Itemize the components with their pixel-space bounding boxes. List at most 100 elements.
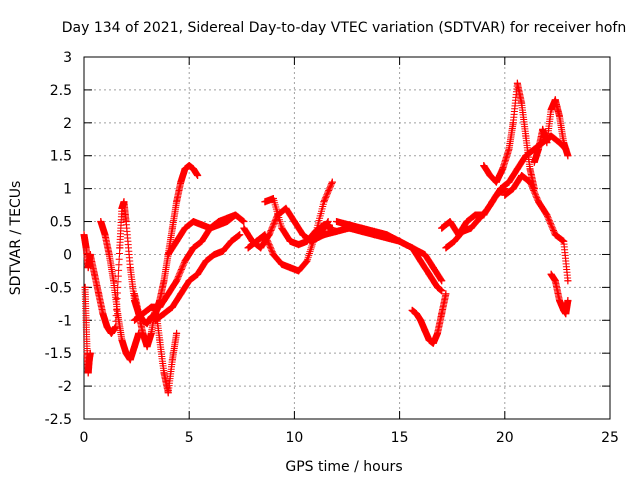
y-tick-label: -1.5	[45, 346, 72, 362]
data-points	[80, 79, 572, 397]
data-point	[194, 270, 202, 278]
data-point	[564, 277, 572, 285]
data-point	[80, 231, 88, 239]
data-point	[286, 264, 294, 272]
series-track-6	[152, 231, 244, 324]
data-point	[446, 218, 454, 225]
data-point	[82, 244, 90, 252]
data-point	[152, 316, 159, 324]
data-point	[551, 96, 559, 104]
data-point	[560, 139, 568, 147]
data-point	[396, 237, 404, 245]
data-point	[82, 316, 90, 324]
data-point	[164, 389, 172, 397]
data-point	[168, 303, 176, 311]
data-point	[126, 356, 134, 364]
data-point	[518, 99, 526, 107]
data-point	[206, 224, 214, 232]
data-point	[269, 251, 277, 258]
data-point	[499, 165, 507, 173]
data-point	[131, 290, 138, 298]
data-point	[286, 237, 294, 245]
data-point	[240, 218, 248, 225]
data-point	[164, 251, 172, 258]
data-point	[438, 224, 446, 232]
data-point	[177, 290, 185, 298]
data-point	[547, 106, 555, 114]
x-tick-label: 5	[185, 430, 194, 446]
y-tick-label: -1	[58, 313, 72, 329]
data-point	[358, 224, 366, 232]
data-point	[556, 297, 563, 304]
y-tick-label: 2.5	[50, 83, 72, 99]
marker-trace	[81, 283, 94, 377]
data-point	[97, 218, 105, 225]
data-point	[459, 227, 467, 235]
data-point	[126, 264, 134, 272]
data-point	[547, 270, 555, 278]
data-point	[210, 251, 218, 258]
data-point	[562, 310, 570, 318]
data-point	[185, 277, 193, 285]
data-point	[131, 316, 138, 324]
data-point	[320, 231, 328, 239]
series-track-18	[530, 96, 572, 166]
data-point	[509, 185, 517, 193]
data-point	[551, 231, 559, 239]
data-point	[160, 369, 168, 377]
y-tick-label: 0	[63, 247, 72, 263]
data-point	[412, 310, 420, 318]
data-point	[173, 277, 181, 285]
data-point	[173, 329, 181, 337]
data-point	[383, 231, 391, 239]
data-point	[101, 231, 109, 239]
series-track-7	[164, 211, 248, 258]
data-point	[492, 178, 500, 186]
data-point	[86, 251, 94, 258]
data-point	[438, 310, 446, 318]
y-tick-label: 3	[63, 50, 72, 66]
data-point	[282, 204, 290, 212]
data-point	[181, 257, 189, 265]
data-point	[143, 343, 151, 351]
y-tick-labels: -2.5 -2 -1.5 -1 -0.5 0 0.5 1 1.5 2 2.5 3	[45, 50, 72, 428]
data-point	[518, 172, 526, 179]
data-point	[425, 270, 433, 278]
data-point	[442, 290, 450, 298]
data-point	[333, 227, 340, 235]
data-point	[86, 349, 94, 357]
data-point	[160, 310, 168, 318]
data-point	[556, 112, 563, 120]
data-point	[539, 125, 547, 133]
data-point	[122, 218, 130, 225]
data-point	[85, 356, 93, 364]
data-point	[513, 165, 521, 173]
data-point	[103, 323, 111, 331]
data-point	[118, 204, 126, 212]
x-tick-label: 20	[496, 430, 514, 446]
data-point	[421, 326, 429, 334]
data-point	[156, 303, 164, 311]
data-point	[227, 237, 235, 245]
data-point	[564, 297, 572, 304]
data-point	[328, 178, 336, 186]
data-point	[311, 227, 319, 235]
data-point	[505, 145, 513, 153]
y-tick-label: 2	[63, 116, 72, 132]
data-point	[131, 343, 138, 351]
data-point	[290, 218, 298, 225]
y-tick-label: 1	[63, 182, 72, 198]
data-point	[522, 132, 530, 140]
data-point	[116, 244, 124, 252]
data-point	[501, 191, 509, 199]
data-point	[484, 204, 492, 212]
data-point	[105, 251, 113, 258]
series-track-2	[81, 283, 94, 377]
data-point	[81, 283, 89, 291]
data-point	[232, 211, 239, 219]
data-point	[120, 198, 128, 206]
data-point	[219, 247, 227, 255]
data-point	[223, 218, 231, 225]
data-point	[501, 185, 509, 193]
tick-marks	[83, 56, 611, 420]
